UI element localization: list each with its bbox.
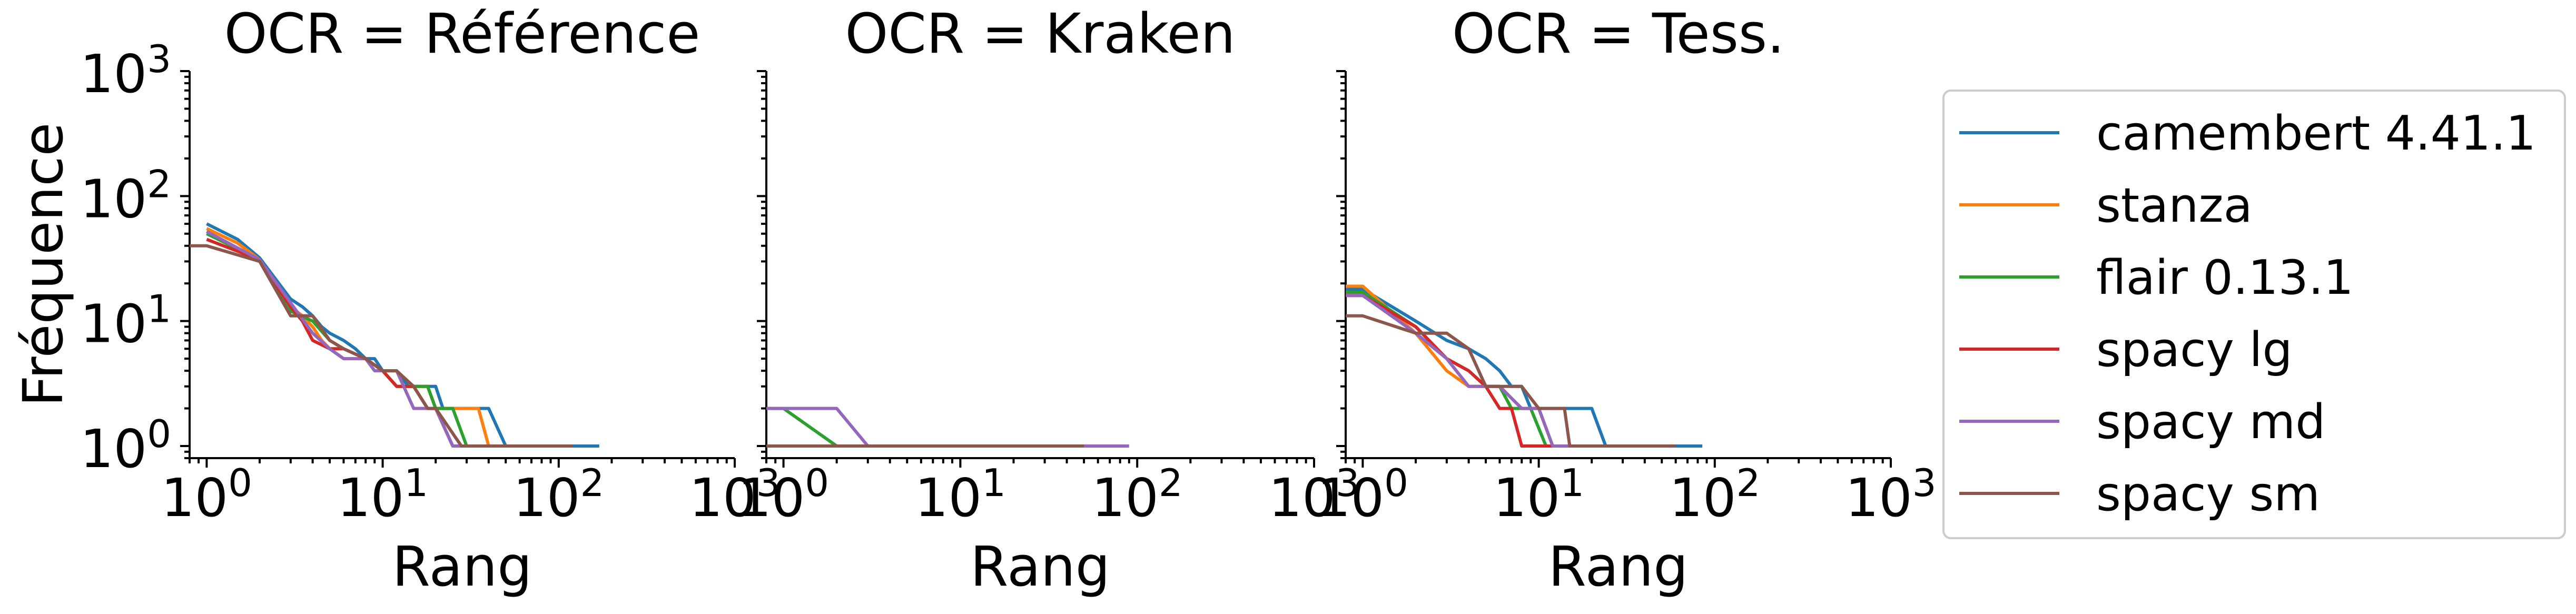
x-tick-label: 101	[337, 461, 428, 529]
x-tick-label: 102	[1669, 461, 1760, 529]
x-tick-label: 100	[1317, 461, 1408, 529]
x-axis-label: Rang	[392, 534, 532, 599]
series-line-spacy-lg	[206, 237, 520, 448]
y-tick-label: 101	[80, 287, 171, 355]
series-line-flair-0-13-1	[1346, 291, 1623, 448]
y-axis-label: Fréquence	[11, 123, 75, 407]
legend: camembert 4.41.1 stanza flair 0.13.1 spacy …	[1942, 90, 2566, 539]
x-tick-label: 102	[513, 461, 604, 529]
y-tick-label: 102	[80, 162, 171, 230]
x-tick-label: 100	[738, 461, 829, 529]
legend-frame	[1942, 90, 2566, 539]
legend-entry: stanza	[2096, 178, 2253, 233]
panel-title: OCR = Kraken	[845, 2, 1235, 66]
x-tick-label: 103	[1268, 461, 1359, 529]
panel-title: OCR = Référence	[224, 2, 700, 66]
legend-entry: spacy lg	[2096, 322, 2293, 378]
x-tick-label: 103	[689, 461, 780, 529]
x-tick-label: 103	[1845, 461, 1936, 529]
x-axis-label: Rang	[970, 534, 1110, 599]
series-line-spacy-md	[766, 407, 1129, 448]
panel-3: OCR = Tess. 100 101 102 103 Rang	[1317, 2, 1937, 599]
legend-entry: spacy sm	[2096, 467, 2320, 522]
y-tick-label: 103	[80, 37, 171, 105]
x-tick-label: 102	[1092, 461, 1183, 529]
x-tick-label: 101	[915, 461, 1006, 529]
x-axis-label: Rang	[1548, 534, 1689, 599]
panel-2: OCR = Kraken 100 101 102 103 Rang	[738, 2, 1360, 599]
series-line-spacy-md	[1346, 294, 1635, 448]
series-line-spacy-md	[205, 230, 531, 448]
series-line-camembert-4-41-1	[206, 222, 599, 448]
series-line-spacy-lg	[1346, 294, 1592, 448]
series-line-spacy-sm	[1346, 314, 1676, 448]
legend-entry: spacy md	[2096, 394, 2325, 450]
panel-1: OCR = Référence 100 101 102 103 100 101 102 103 R…	[11, 2, 781, 599]
series-line-camembert-4-41-1	[1346, 288, 1703, 448]
y-tick-label: 100	[80, 412, 171, 480]
x-tick-label: 101	[1493, 461, 1584, 529]
series-line-flair-0-13-1	[766, 407, 1098, 448]
legend-entry: flair 0.13.1	[2096, 250, 2354, 305]
legend-entry: camembert 4.41.1	[2096, 106, 2536, 161]
series-line-spacy-sm	[190, 244, 573, 448]
x-tick-label: 100	[161, 461, 252, 529]
panel-title: OCR = Tess.	[1452, 2, 1784, 66]
